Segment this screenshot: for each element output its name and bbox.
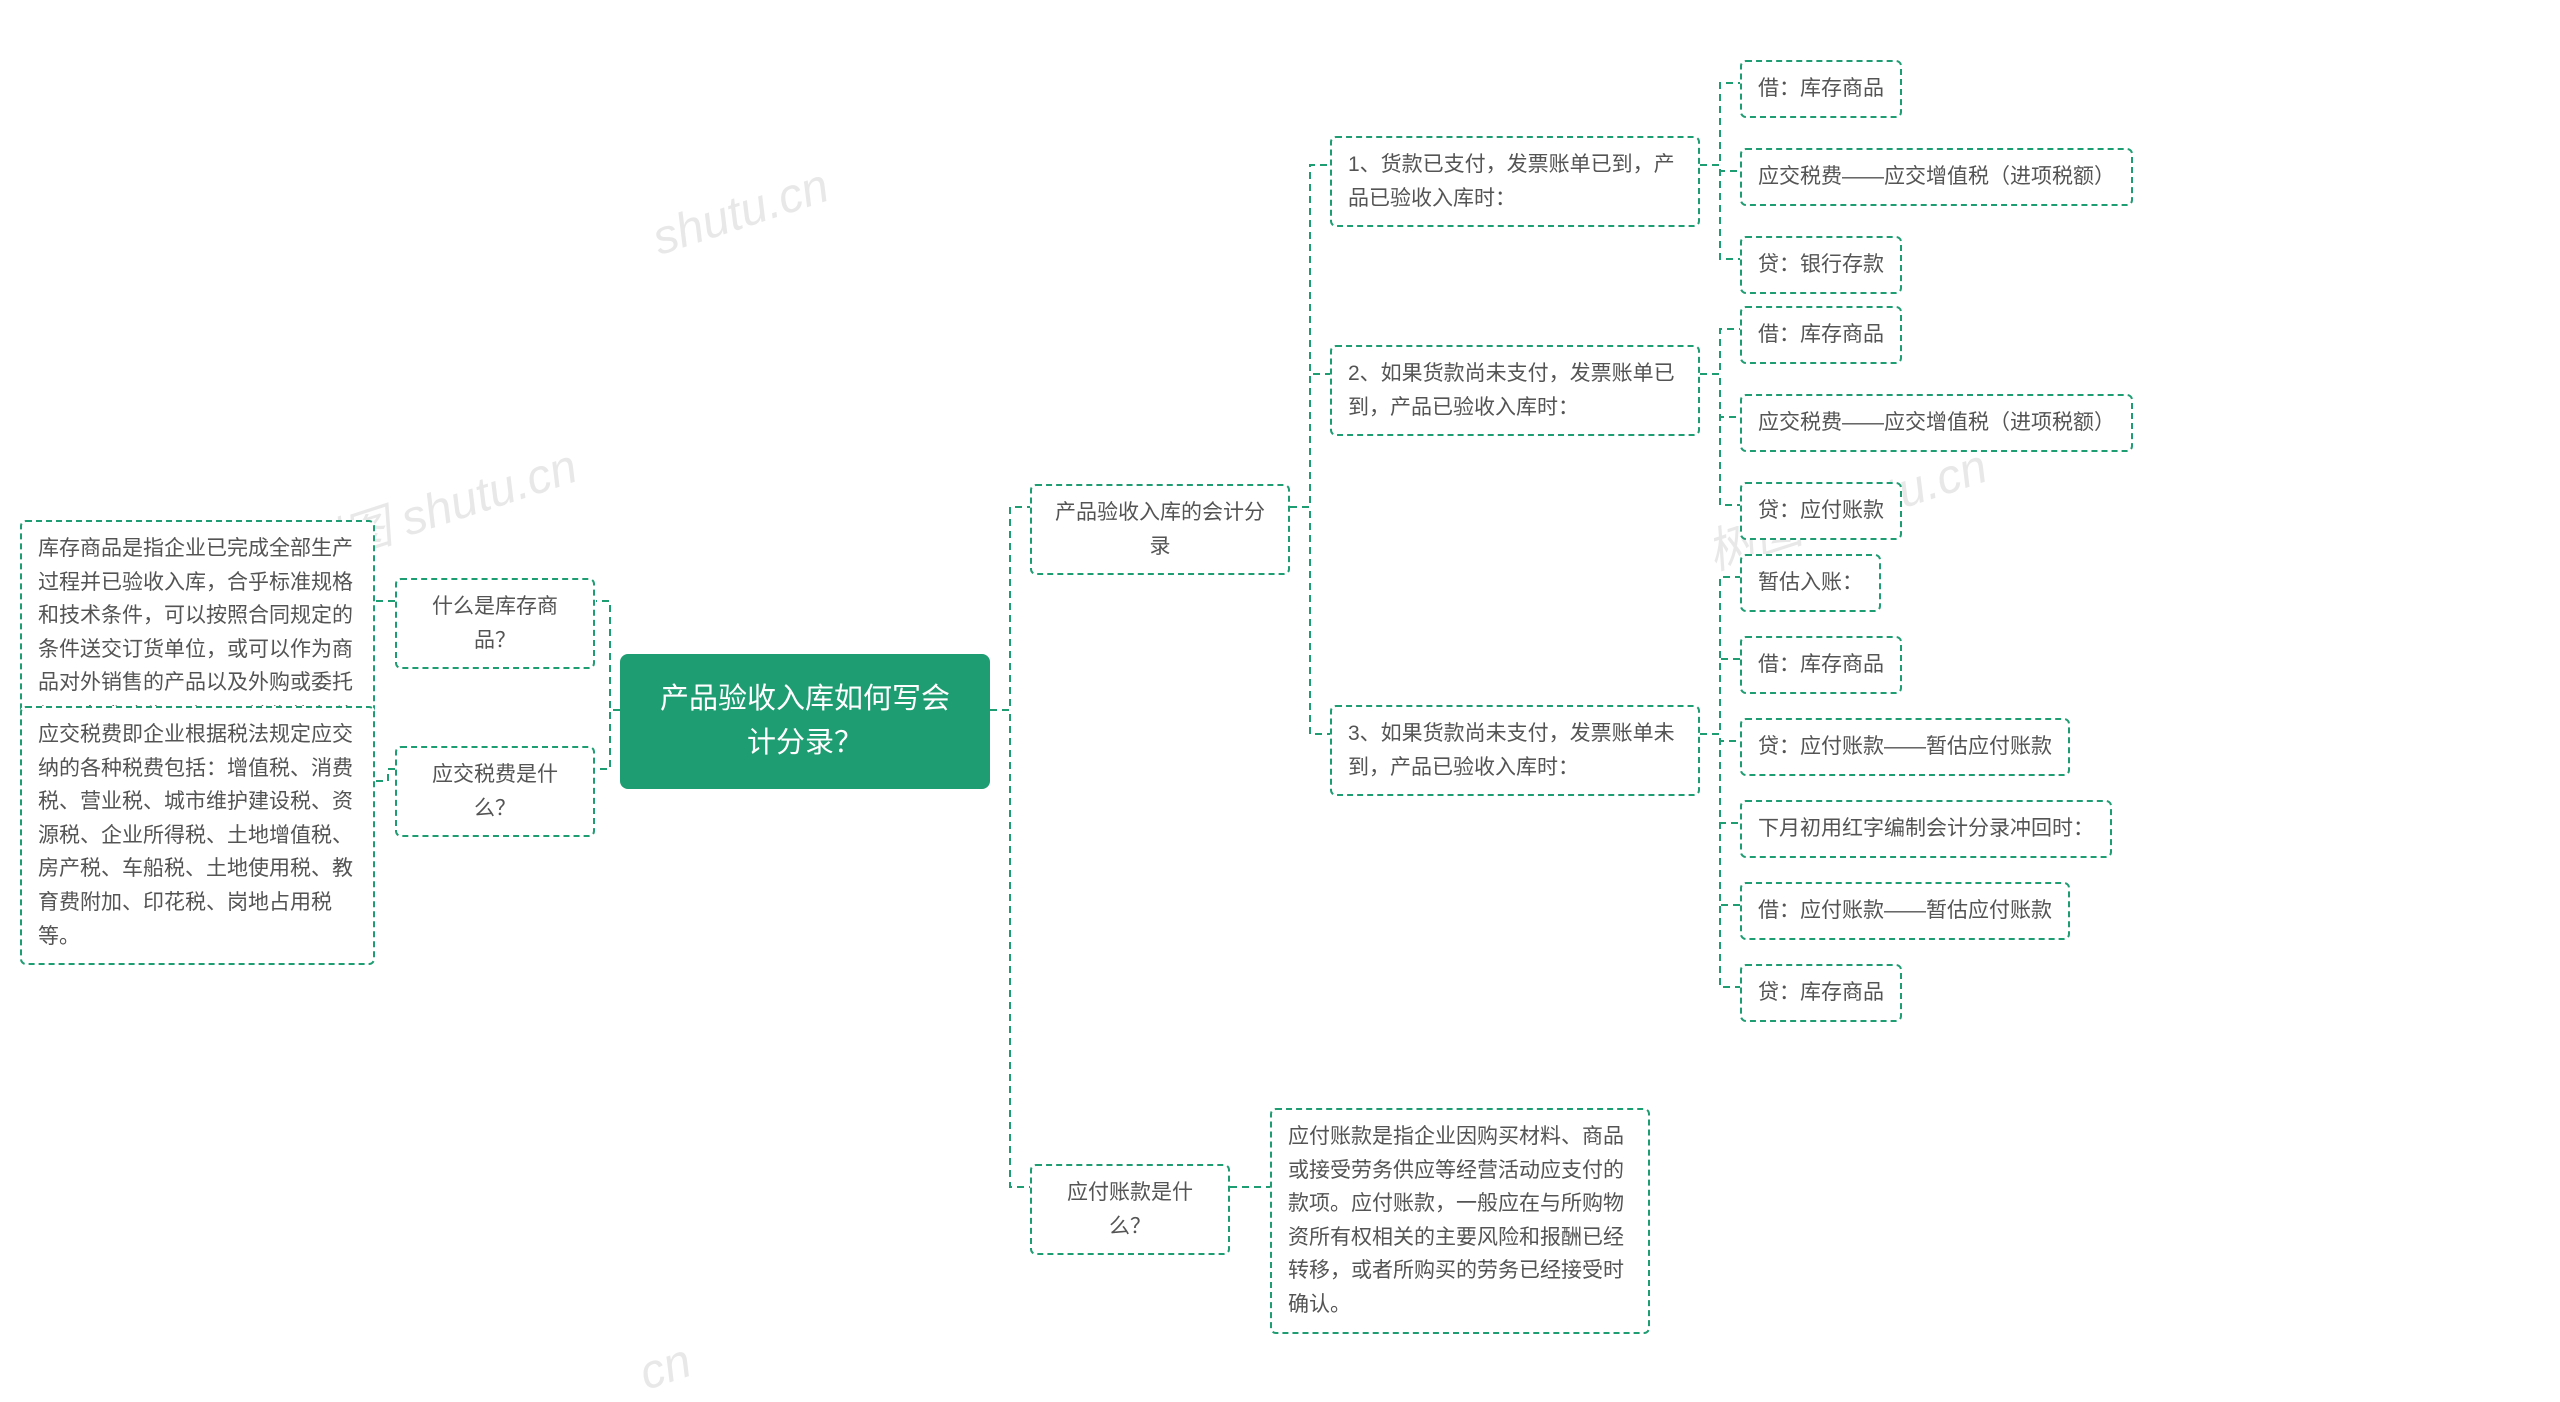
- right-entries-label: 产品验收入库的会计分录: [1030, 484, 1290, 575]
- payable-desc: 应付账款是指企业因购买材料、商品或接受劳务供应等经营活动应支付的款项。应付账款，…: [1270, 1108, 1650, 1334]
- case3-item-4: 借：应付账款——暂估应付账款: [1740, 882, 2070, 940]
- case3-item-1: 借：库存商品: [1740, 636, 1902, 694]
- case1-item-0: 借：库存商品: [1740, 60, 1902, 118]
- root-node: 产品验收入库如何写会计分录？: [620, 654, 990, 789]
- case2-item-1: 应交税费——应交增值税（进项税额）: [1740, 394, 2133, 452]
- case3-item-2: 贷：应付账款——暂估应付账款: [1740, 718, 2070, 776]
- right-payable-label: 应付账款是什么？: [1030, 1164, 1230, 1255]
- left-inventory-label: 什么是库存商品？: [395, 578, 595, 669]
- case3-item-3: 下月初用红字编制会计分录冲回时：: [1740, 800, 2112, 858]
- case1-item-2: 贷：银行存款: [1740, 236, 1902, 294]
- left-tax-desc: 应交税费即企业根据税法规定应交纳的各种税费包括：增值税、消费税、营业税、城市维护…: [20, 706, 375, 965]
- case2-item-2: 贷：应付账款: [1740, 482, 1902, 540]
- case3-label: 3、如果货款尚未支付，发票账单未到，产品已验收入库时：: [1330, 705, 1700, 796]
- left-tax-label: 应交税费是什么？: [395, 746, 595, 837]
- case2-label: 2、如果货款尚未支付，发票账单已到，产品已验收入库时：: [1330, 345, 1700, 436]
- case1-label: 1、货款已支付，发票账单已到，产品已验收入库时：: [1330, 136, 1700, 227]
- case1-item-1: 应交税费——应交增值税（进项税额）: [1740, 148, 2133, 206]
- case3-item-0: 暂估入账：: [1740, 554, 1881, 612]
- case3-item-5: 贷：库存商品: [1740, 964, 1902, 1022]
- case2-item-0: 借：库存商品: [1740, 306, 1902, 364]
